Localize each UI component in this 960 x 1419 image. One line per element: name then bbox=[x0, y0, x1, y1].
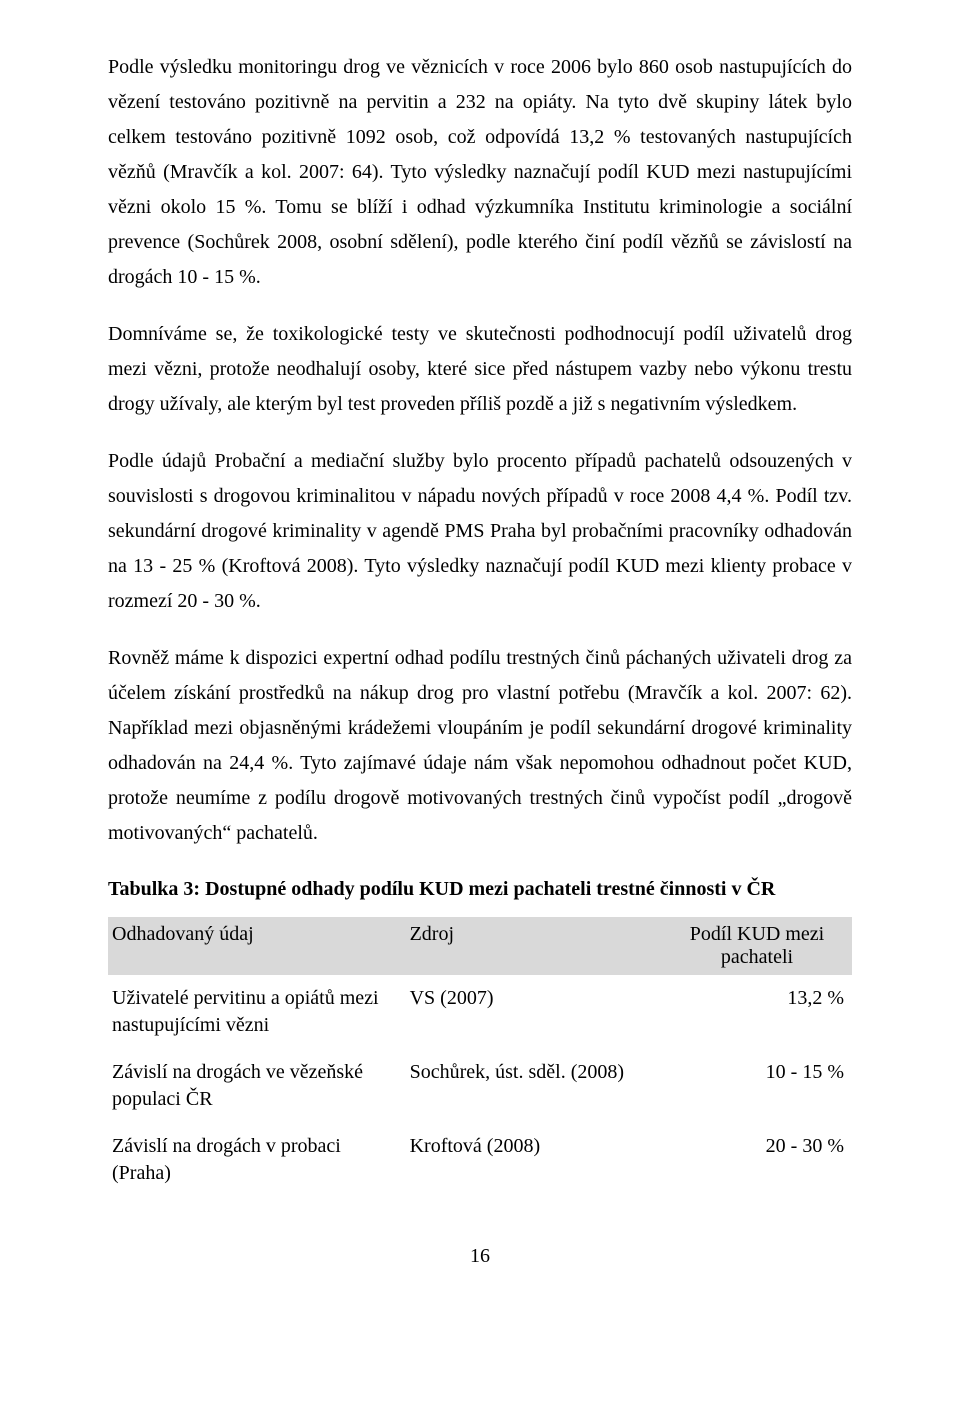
table-cell: Sochůrek, úst. sděl. (2008) bbox=[406, 1049, 666, 1123]
table-row: Závislí na drogách ve vězeňské populaci … bbox=[108, 1049, 852, 1123]
table-cell: Uživatelé pervitinu a opiátů mezi nastup… bbox=[108, 975, 406, 1049]
table-header-row: Odhadovaný údaj Zdroj Podíl KUD mezi pac… bbox=[108, 917, 852, 975]
paragraph-1: Podle výsledku monitoringu drog ve vězni… bbox=[108, 50, 852, 295]
kud-table: Odhadovaný údaj Zdroj Podíl KUD mezi pac… bbox=[108, 917, 852, 1197]
page-number: 16 bbox=[108, 1245, 852, 1268]
table-row: Uživatelé pervitinu a opiátů mezi nastup… bbox=[108, 975, 852, 1049]
table-cell: 20 - 30 % bbox=[666, 1123, 852, 1197]
table-cell: 13,2 % bbox=[666, 975, 852, 1049]
table-header-cell: Zdroj bbox=[406, 917, 666, 975]
paragraph-4: Rovněž máme k dispozici expertní odhad p… bbox=[108, 641, 852, 851]
table-row: Závislí na drogách v probaci (Praha) Kro… bbox=[108, 1123, 852, 1197]
table-cell: VS (2007) bbox=[406, 975, 666, 1049]
paragraph-3: Podle údajů Probační a mediační služby b… bbox=[108, 444, 852, 619]
table-title: Tabulka 3: Dostupné odhady podílu KUD me… bbox=[108, 873, 852, 905]
paragraph-2: Domníváme se, že toxikologické testy ve … bbox=[108, 317, 852, 422]
table-header-cell: Odhadovaný údaj bbox=[108, 917, 406, 975]
table-cell: 10 - 15 % bbox=[666, 1049, 852, 1123]
table-header-cell: Podíl KUD mezi pachateli bbox=[666, 917, 852, 975]
table-cell: Závislí na drogách ve vězeňské populaci … bbox=[108, 1049, 406, 1123]
table-cell: Závislí na drogách v probaci (Praha) bbox=[108, 1123, 406, 1197]
table-cell: Kroftová (2008) bbox=[406, 1123, 666, 1197]
